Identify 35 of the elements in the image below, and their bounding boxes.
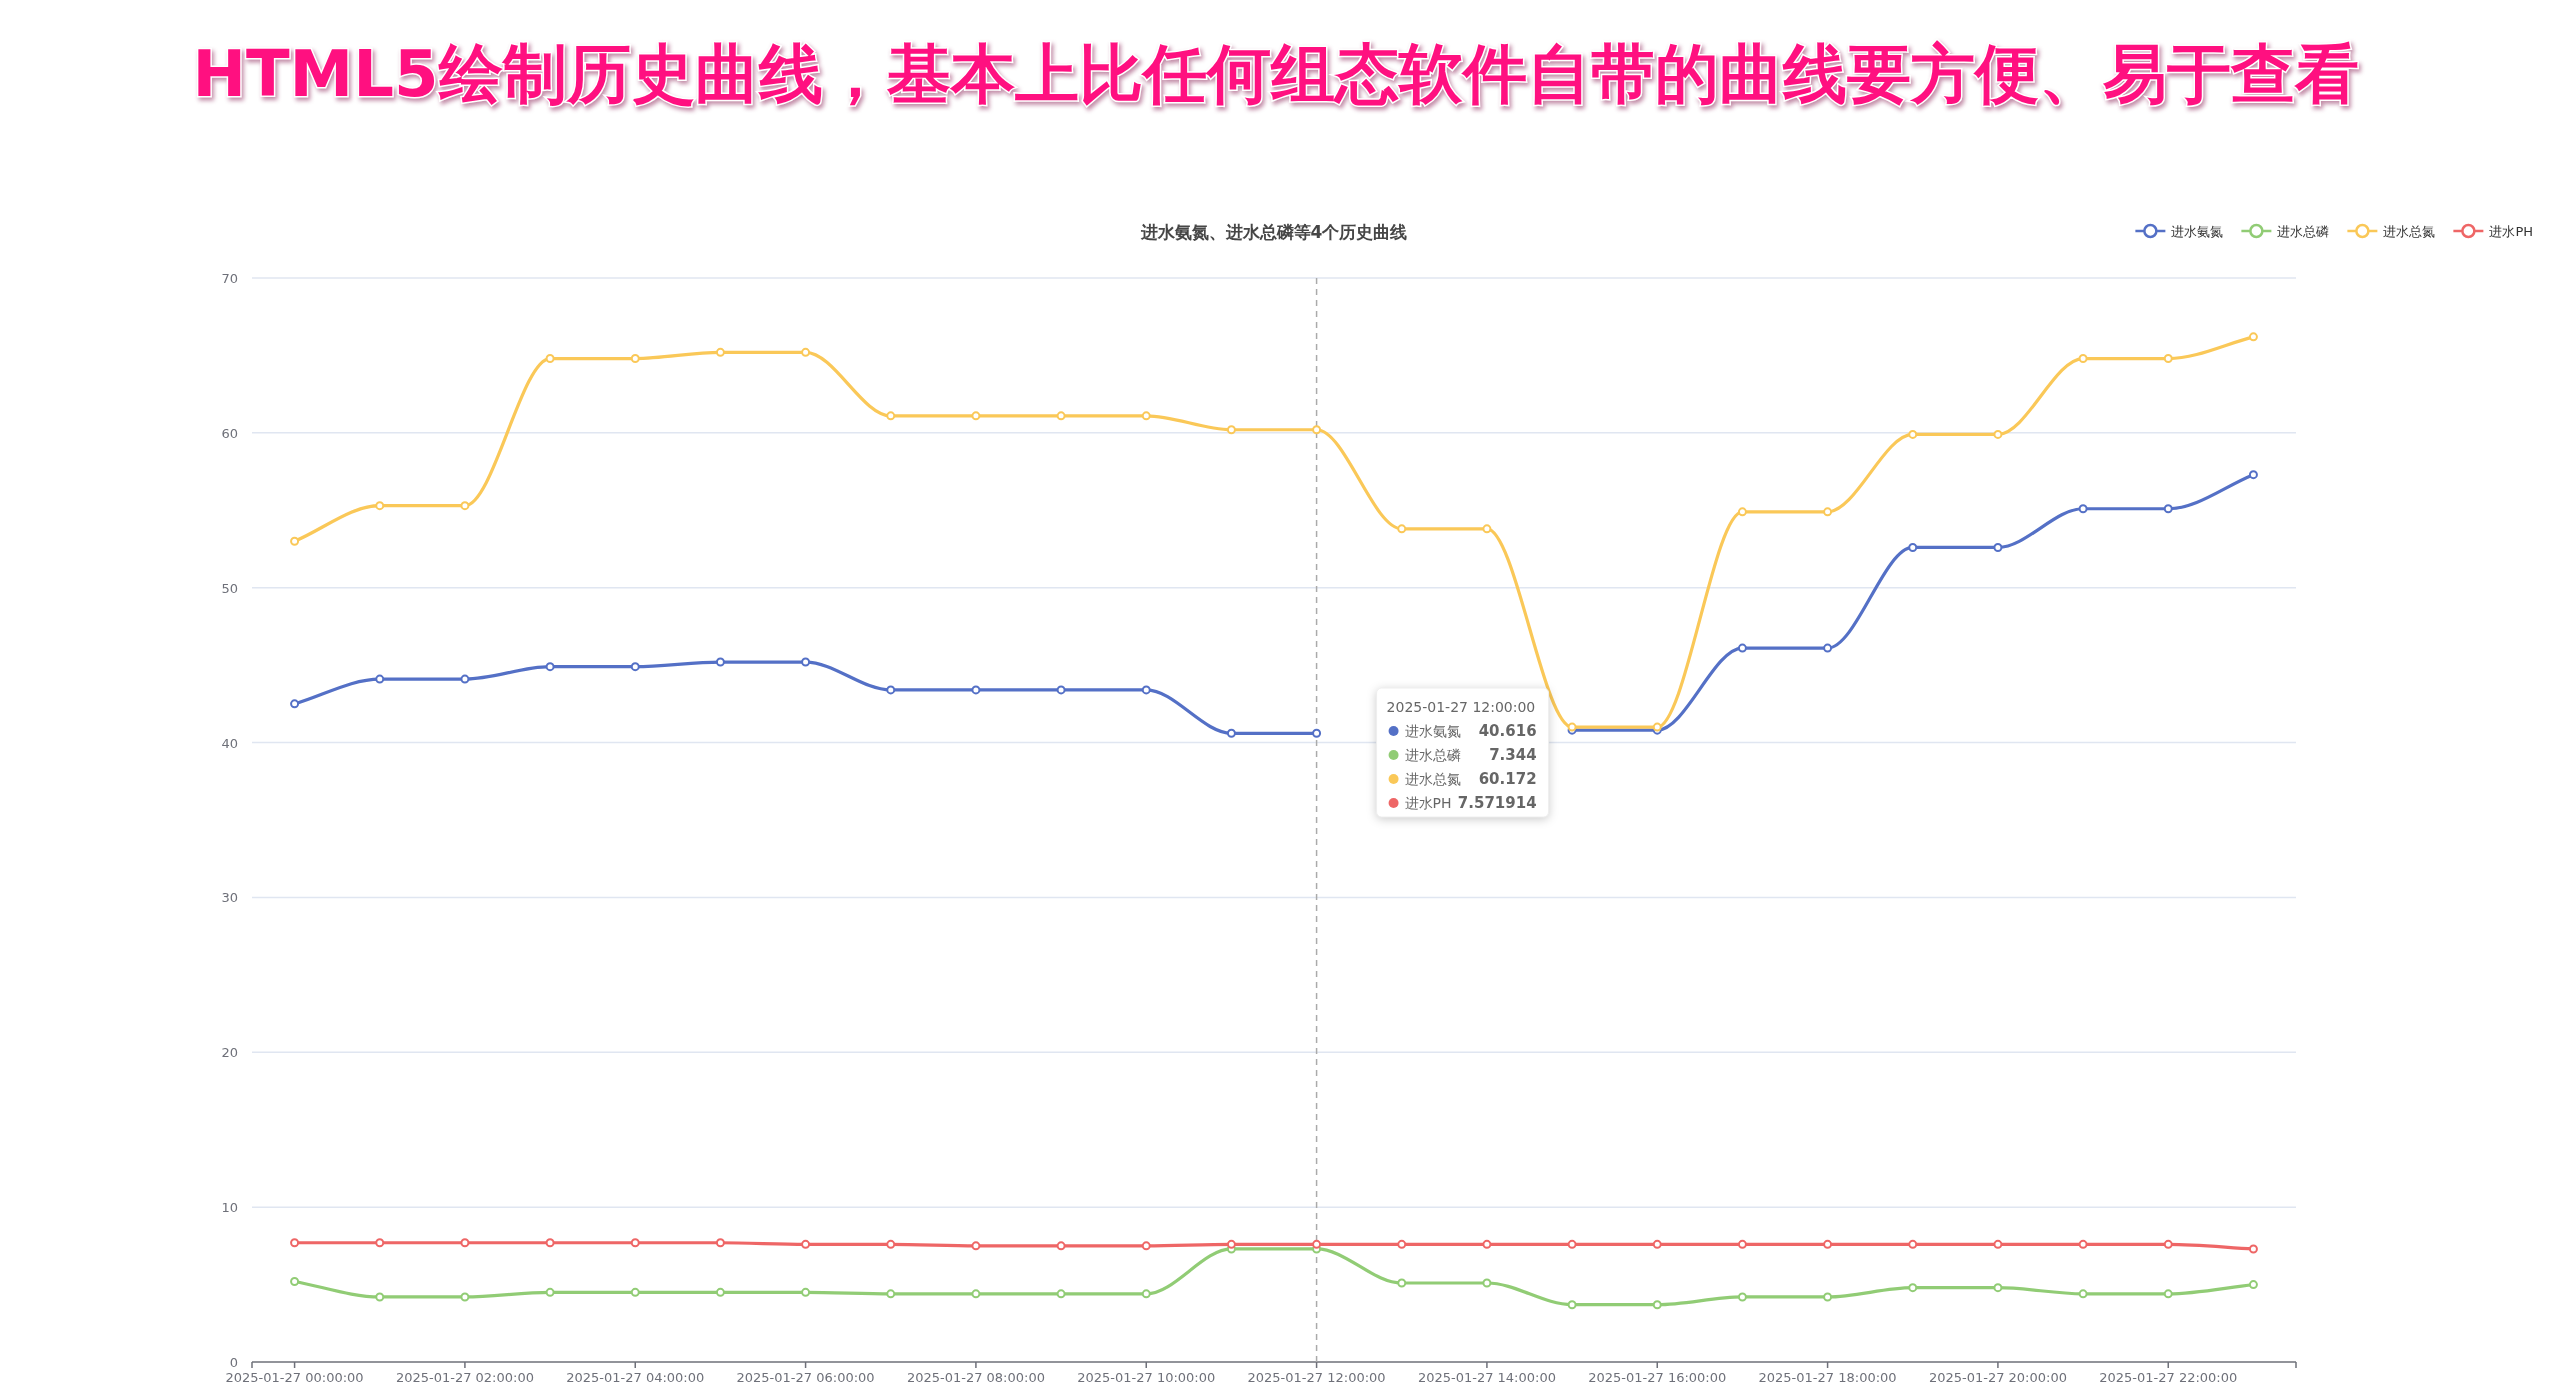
annotation: 7.344 (1489, 746, 1537, 764)
y-tick-label: 70 (221, 271, 238, 286)
y-tick-label: 10 (221, 1200, 238, 1216)
y-tick-label: 30 (221, 890, 238, 906)
x-tick-label: 2025-01-27 00:00:00 (225, 1370, 364, 1385)
text: 进水总磷 (2277, 224, 2330, 239)
x-tick-label: 2025-01-27 08:00:00 (906, 1370, 1045, 1385)
chart-title: 进水氨氮、进水总磷等4个历史曲线 (1139, 222, 1408, 242)
annotation: 60.172 (1478, 770, 1537, 788)
x-tick-label: 2025-01-27 04:00:00 (566, 1370, 705, 1385)
x-tick-label: 2025-01-27 16:00:00 (1588, 1370, 1727, 1385)
legend-label: 进水总磷 (1404, 747, 1461, 763)
x-tick-label: 2025-01-27 22:00:00 (2099, 1370, 2238, 1385)
text: HTML5绘制历史曲线，基本上比任何组态软件自带的曲线要方便、易于查看 (192, 37, 2359, 111)
text: 进水氨氮 (2171, 224, 2224, 239)
x-tick-label: 2025-01-27 10:00:00 (1077, 1370, 1216, 1385)
x-tick-label: 2025-01-27 06:00:00 (736, 1370, 875, 1385)
annotation: 40.616 (1478, 722, 1537, 740)
x-tick-label: 2025-01-27 18:00:00 (1758, 1370, 1897, 1385)
x-tick-label: 2025-01-27 14:00:00 (1417, 1370, 1556, 1385)
x-tick-label: 2025-01-27 20:00:00 (1928, 1370, 2067, 1385)
y-tick-label: 20 (221, 1045, 238, 1061)
annotation: 2025-01-27 12:00:00 (1386, 699, 1536, 715)
y-tick-label: 0 (229, 1355, 238, 1370)
y-tick-label: 40 (221, 735, 238, 751)
legend-label: 进水氨氮 (1404, 723, 1461, 739)
legend-label: 进水总氮 (1404, 771, 1461, 787)
y-tick-label: 60 (221, 425, 238, 441)
x-tick-label: 2025-01-27 02:00:00 (395, 1370, 534, 1385)
text: 进水总氮 (2383, 224, 2436, 239)
text: 进水PH (2489, 224, 2533, 239)
y-tick-label: 50 (221, 580, 238, 596)
annotation: 7.571914 (1457, 794, 1537, 812)
x-tick-label: 2025-01-27 12:00:00 (1247, 1370, 1386, 1385)
legend-label: 进水PH (1404, 795, 1452, 811)
